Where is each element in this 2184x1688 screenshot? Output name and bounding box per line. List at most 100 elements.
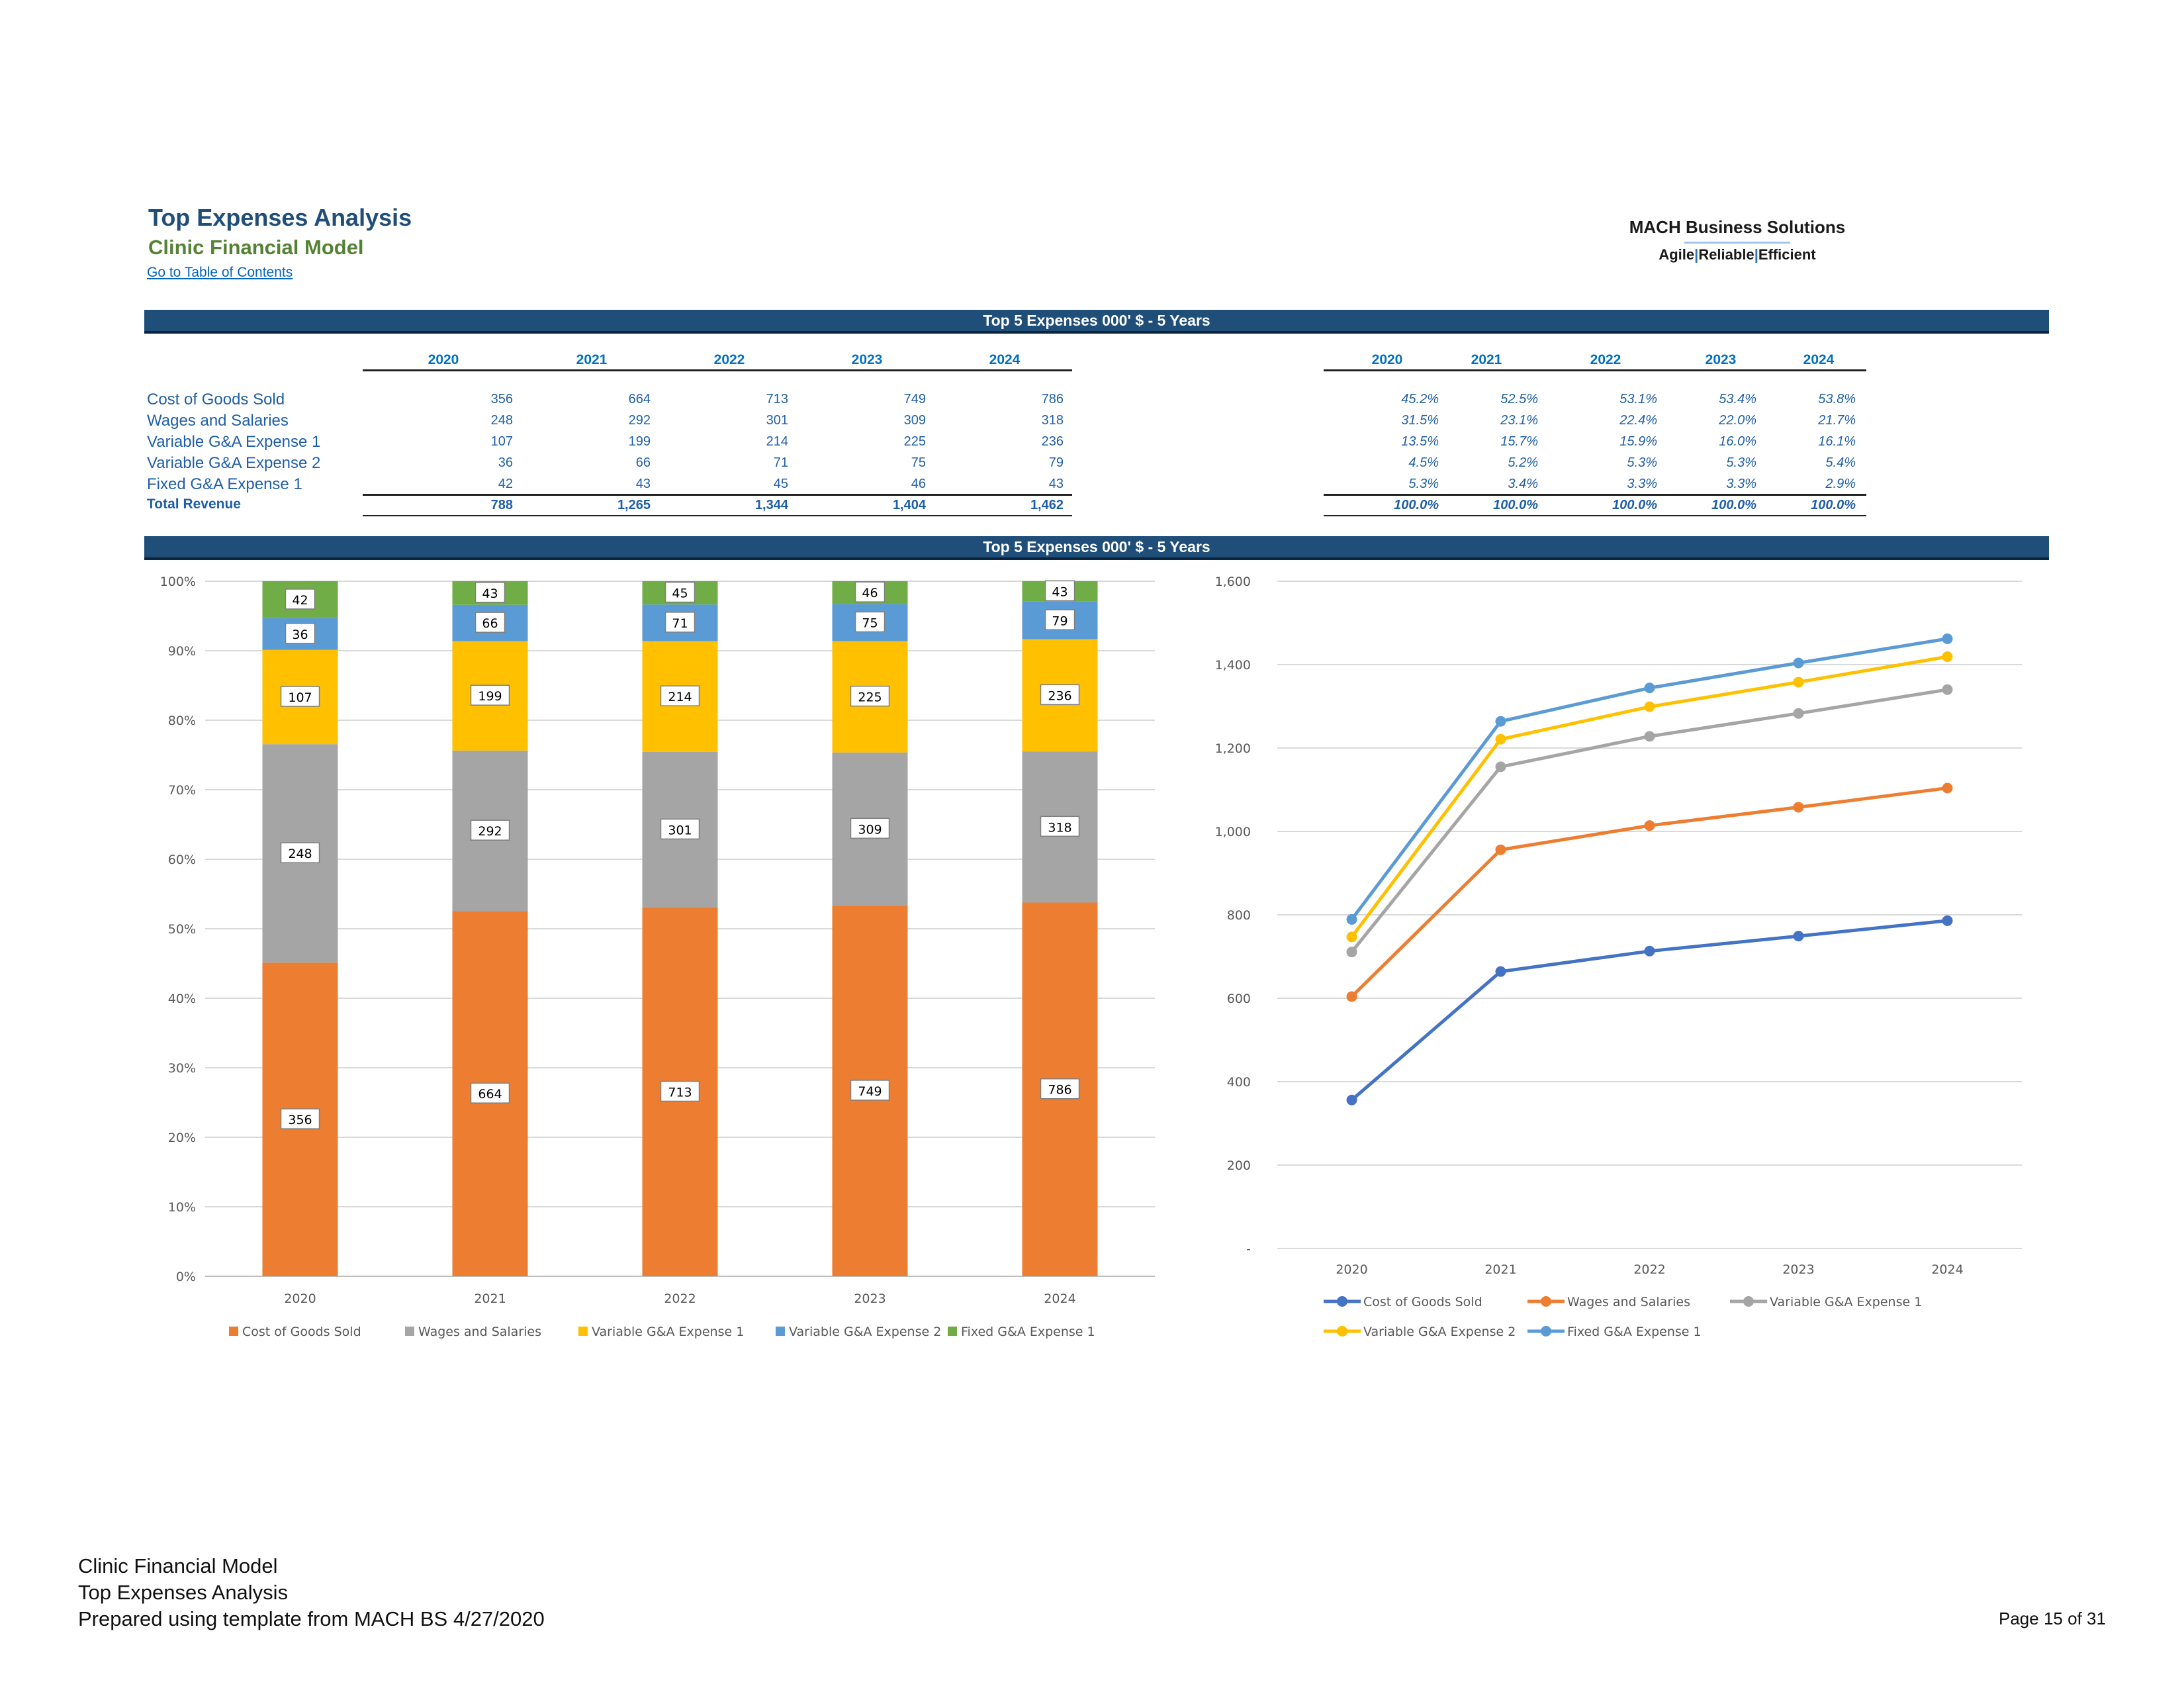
- table-pct-cell: 16.1%: [1818, 434, 1856, 449]
- page-title: Top Expenses Analysis: [148, 204, 412, 231]
- data-label-box: [470, 684, 510, 706]
- data-label: 749: [858, 1084, 882, 1099]
- y-tick-label: 1,000: [1215, 825, 1251, 839]
- data-point: [1495, 716, 1506, 727]
- legend-label: Variable G&A Expense 1: [592, 1325, 744, 1339]
- data-label: 292: [478, 824, 502, 839]
- y-tick-label: 90%: [168, 644, 196, 659]
- table-pct-cell: 13.5%: [1401, 434, 1439, 449]
- data-label: 46: [862, 586, 878, 600]
- table-cell: 107: [490, 434, 513, 449]
- y-tick-label: 80%: [168, 714, 196, 728]
- data-point: [1942, 633, 1953, 644]
- data-point: [1346, 914, 1357, 925]
- table-total-rule-left: [363, 494, 1072, 496]
- legend-label: Wages and Salaries: [418, 1325, 541, 1339]
- data-label-box: [660, 818, 700, 840]
- table-pct-total-cell: 100.0%: [1811, 498, 1856, 512]
- logo-tagline: Agile|Reliable|Efficient: [1588, 246, 1886, 263]
- data-point: [1495, 844, 1506, 855]
- legend-marker: [1541, 1296, 1551, 1307]
- x-tick-label: 2020: [1336, 1262, 1367, 1277]
- legend-swatch: [776, 1327, 785, 1336]
- table-cell: 664: [628, 392, 651, 406]
- data-label: 356: [288, 1113, 312, 1127]
- data-label-box: [1044, 609, 1075, 631]
- data-label: 309: [858, 822, 882, 837]
- table-cell: 45: [773, 477, 788, 491]
- table-cell: 356: [490, 392, 513, 406]
- table-pct-year-header: 2020: [1371, 352, 1403, 367]
- y-tick-label: 1,600: [1215, 575, 1251, 589]
- logo-tag-agile: Agile: [1659, 246, 1695, 263]
- table-pct-cell: 53.4%: [1719, 392, 1756, 406]
- data-label: 301: [668, 823, 692, 837]
- data-label: 225: [858, 690, 882, 705]
- footer-model-name: Clinic Financial Model: [78, 1554, 278, 1577]
- table-cell: 248: [490, 413, 513, 428]
- table-pct-cell: 15.7%: [1500, 434, 1538, 449]
- table-cell: 214: [766, 434, 788, 449]
- table-header-rule-left: [363, 369, 1072, 371]
- table-pct-total-cell: 100.0%: [1394, 498, 1439, 512]
- table-pct-cell: 2.9%: [1825, 477, 1856, 491]
- x-tick-label: 2024: [1931, 1262, 1963, 1277]
- table-cell: 75: [911, 455, 926, 470]
- x-tick-label: 2020: [284, 1291, 316, 1306]
- table-pct-cell: 22.4%: [1619, 413, 1657, 428]
- data-label-box: [850, 818, 890, 839]
- data-point: [1644, 731, 1655, 742]
- series-line: [1350, 637, 1948, 921]
- y-tick-label: 50%: [168, 922, 196, 937]
- table-pct-cell: 4.5%: [1408, 455, 1439, 470]
- table-pct-cell: 53.8%: [1818, 392, 1856, 406]
- table-pct-year-header: 2021: [1471, 352, 1502, 367]
- table-row-label: Fixed G&A Expense 1: [147, 475, 302, 493]
- y-tick-label: -: [1246, 1242, 1251, 1256]
- data-label: 107: [288, 690, 312, 705]
- table-pct-total-cell: 100.0%: [1711, 498, 1756, 512]
- x-tick-label: 2022: [1633, 1262, 1665, 1277]
- data-label: 45: [672, 586, 688, 601]
- y-tick-label: 800: [1227, 908, 1251, 923]
- data-label: 248: [288, 847, 312, 861]
- data-point: [1942, 782, 1953, 794]
- data-label: 43: [482, 586, 498, 601]
- table-total-cell: 1,462: [1030, 498, 1064, 512]
- logo-tag-reliable: Reliable: [1698, 246, 1754, 263]
- y-tick-label: 30%: [168, 1061, 196, 1076]
- data-label-box: [850, 1080, 890, 1101]
- table-cell: 42: [498, 477, 513, 491]
- table-cell: 301: [766, 413, 788, 428]
- table-cell: 66: [635, 455, 651, 470]
- legend-label: Variable G&A Expense 2: [789, 1325, 941, 1339]
- data-label: 36: [292, 628, 308, 642]
- data-point: [1495, 761, 1506, 773]
- section-banner-table: Top 5 Expenses 000' $ - 5 Years: [144, 310, 2049, 334]
- series-line: [1350, 655, 1948, 938]
- table-bottom-rule-right: [1324, 515, 1866, 516]
- logo-name: MACH Business Solutions: [1629, 217, 1846, 237]
- table-pct-cell: 21.7%: [1818, 413, 1856, 428]
- legend-marker: [1743, 1296, 1754, 1307]
- x-tick-label: 2024: [1044, 1291, 1075, 1306]
- table-cell: 46: [911, 477, 926, 491]
- toc-link[interactable]: Go to Table of Contents: [147, 265, 293, 280]
- legend-label: Fixed G&A Expense 1: [1567, 1325, 1702, 1339]
- legend-label: Cost of Goods Sold: [242, 1325, 361, 1339]
- section-banner-charts: Top 5 Expenses 000' $ - 5 Years: [144, 536, 2049, 560]
- table-total-cell: 788: [490, 498, 513, 512]
- table-total-cell: 1,344: [754, 498, 788, 512]
- table-total-rule-right: [1324, 494, 1866, 496]
- data-label-box: [285, 588, 316, 610]
- legend-swatch: [229, 1327, 238, 1336]
- y-tick-label: 600: [1227, 992, 1251, 1006]
- table-row-label: Variable G&A Expense 1: [147, 433, 321, 451]
- data-point: [1346, 991, 1357, 1002]
- table-pct-total-cell: 100.0%: [1612, 498, 1657, 512]
- table-pct-cell: 5.4%: [1825, 455, 1856, 470]
- page-number: Page 15 of 31: [1999, 1609, 2106, 1628]
- y-tick-label: 100%: [160, 575, 196, 589]
- legend-marker: [1337, 1326, 1347, 1336]
- data-label: 71: [672, 616, 688, 631]
